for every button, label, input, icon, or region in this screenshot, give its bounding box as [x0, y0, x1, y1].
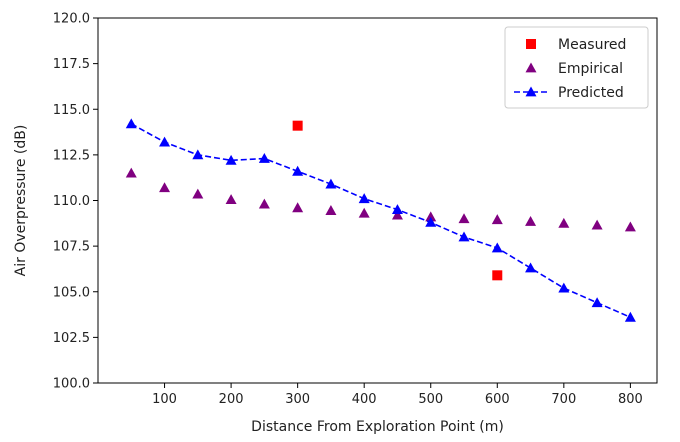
y-tick-label: 110.0	[53, 194, 90, 209]
y-tick-label: 115.0	[53, 103, 90, 118]
x-tick-label: 800	[618, 392, 643, 407]
legend-predicted-label: Predicted	[558, 85, 624, 101]
predicted-point	[159, 136, 171, 147]
x-tick-label: 600	[485, 392, 510, 407]
y-tick-label: 120.0	[53, 12, 90, 27]
predicted-point	[358, 193, 370, 204]
predicted-point	[391, 204, 403, 215]
y-axis-label: Air Overpressure (dB)	[13, 125, 29, 277]
predicted-point	[591, 297, 603, 308]
y-tick-label: 112.5	[53, 148, 90, 163]
y-tick-label: 107.5	[53, 240, 90, 255]
legend: Measured Empirical Predicted	[504, 26, 649, 109]
y-tick-label: 117.5	[53, 57, 90, 72]
predicted-point	[292, 165, 304, 176]
legend-measured-label: Measured	[558, 37, 626, 53]
empirical-point	[358, 207, 370, 218]
empirical-point	[525, 215, 537, 226]
x-tick-label: 500	[418, 392, 443, 407]
x-axis-label: Distance From Exploration Point (m)	[251, 419, 504, 435]
predicted-point	[491, 242, 503, 253]
empirical-point	[292, 202, 304, 213]
x-tick-label: 100	[152, 392, 177, 407]
legend-predicted-marker	[525, 86, 537, 97]
empirical-point	[225, 194, 237, 204]
empirical-point	[558, 217, 570, 228]
predicted-point	[258, 153, 270, 163]
y-tick-label: 100.0	[53, 377, 90, 392]
predicted-point	[125, 118, 137, 129]
empirical-point	[159, 182, 171, 193]
empirical-point	[325, 205, 337, 215]
predicted-point	[325, 178, 337, 189]
empirical-point	[591, 219, 603, 230]
empirical-point	[391, 209, 403, 220]
predicted-series-line	[130, 123, 631, 319]
legend-box	[504, 26, 649, 109]
predicted-point	[558, 282, 570, 293]
x-tick-label: 700	[551, 392, 576, 407]
legend-empirical-marker	[525, 62, 537, 73]
y-tick-label: 102.5	[53, 331, 90, 346]
empirical-point	[258, 198, 270, 209]
empirical-point	[458, 213, 470, 224]
predicted-point	[192, 149, 204, 160]
empirical-point	[425, 211, 437, 222]
empirical-point	[192, 188, 204, 199]
predicted-point	[624, 311, 636, 322]
x-tick-label: 400	[352, 392, 377, 407]
empirical-point	[125, 167, 137, 178]
measured-point	[492, 270, 503, 281]
legend-measured-marker	[526, 39, 536, 49]
legend-empirical-label: Empirical	[558, 61, 623, 77]
empirical-point	[491, 214, 503, 225]
predicted-point	[525, 262, 537, 273]
x-tick-label: 300	[285, 392, 310, 407]
measured-point	[292, 120, 303, 131]
y-tick-label: 105.0	[53, 285, 90, 300]
predicted-point	[425, 216, 437, 227]
predicted-point	[225, 154, 237, 165]
x-tick-label: 200	[219, 392, 244, 407]
predicted-point	[458, 231, 470, 242]
empirical-point	[624, 221, 636, 232]
